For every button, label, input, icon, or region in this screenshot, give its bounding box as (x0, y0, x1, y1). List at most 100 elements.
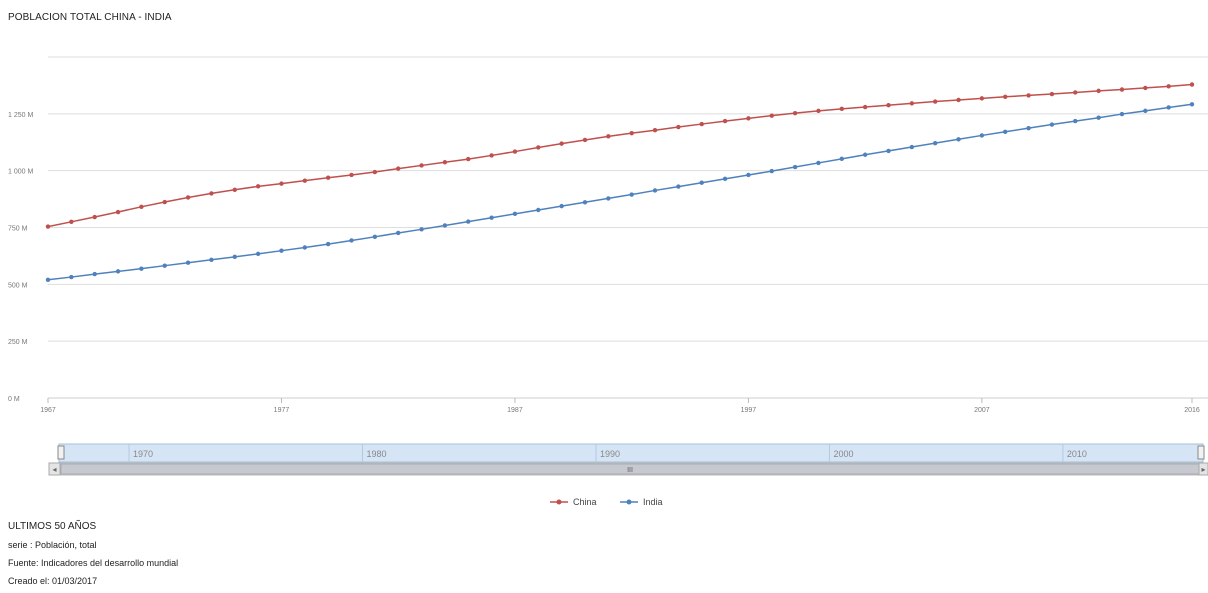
data-point-china[interactable] (909, 101, 915, 106)
data-point-india[interactable] (1143, 108, 1148, 114)
data-point-china[interactable] (979, 96, 985, 101)
data-point-india[interactable] (302, 245, 308, 250)
data-point-india[interactable] (489, 215, 494, 220)
data-point-china[interactable] (1166, 84, 1171, 89)
data-point-china[interactable] (699, 121, 704, 127)
data-point-india[interactable] (536, 207, 541, 213)
data-point-china[interactable] (419, 163, 424, 168)
data-point-india[interactable] (1073, 118, 1078, 124)
data-point-india[interactable] (279, 248, 284, 253)
data-point-india[interactable] (862, 152, 868, 157)
data-point-china[interactable] (139, 204, 144, 210)
data-point-india[interactable] (956, 137, 961, 142)
data-point-china[interactable] (466, 156, 471, 162)
data-point-india[interactable] (979, 133, 985, 138)
data-point-china[interactable] (792, 110, 798, 116)
data-point-china[interactable] (932, 99, 938, 104)
data-point-china[interactable] (652, 128, 658, 133)
data-point-china[interactable] (489, 153, 494, 158)
series-line-china[interactable] (47, 83, 1193, 228)
data-point-india[interactable] (1119, 111, 1125, 117)
data-point-india[interactable] (582, 200, 588, 205)
data-point-china[interactable] (746, 116, 751, 121)
data-point-india[interactable] (419, 227, 424, 232)
data-point-china[interactable] (92, 214, 97, 220)
data-point-india[interactable] (1166, 105, 1171, 110)
data-point-india[interactable] (792, 164, 798, 170)
data-point-india[interactable] (652, 188, 658, 193)
data-point-india[interactable] (909, 144, 915, 150)
data-point-china[interactable] (349, 172, 354, 178)
data-point-china[interactable] (629, 130, 634, 136)
data-point-india[interactable] (1049, 122, 1055, 127)
data-point-china[interactable] (676, 124, 681, 130)
data-point-india[interactable] (185, 260, 191, 265)
data-point-india[interactable] (209, 257, 214, 262)
data-point-india[interactable] (816, 160, 821, 166)
data-point-india[interactable] (232, 254, 237, 260)
data-point-india[interactable] (45, 277, 51, 282)
legend-item-india[interactable]: India (620, 497, 663, 507)
data-point-india[interactable] (512, 211, 518, 217)
data-point-india[interactable] (92, 271, 97, 277)
data-point-china[interactable] (232, 187, 237, 192)
data-point-india[interactable] (466, 219, 471, 224)
data-point-china[interactable] (255, 184, 261, 189)
data-point-china[interactable] (512, 149, 518, 154)
data-point-china[interactable] (1073, 90, 1078, 95)
data-point-china[interactable] (862, 104, 868, 110)
data-point-china[interactable] (1119, 87, 1125, 92)
data-point-china[interactable] (886, 102, 891, 108)
data-point-china[interactable] (396, 166, 401, 171)
data-point-china[interactable] (442, 160, 448, 165)
data-point-china[interactable] (956, 97, 961, 103)
data-point-india[interactable] (349, 238, 354, 243)
data-point-china[interactable] (1096, 88, 1101, 94)
data-point-india[interactable] (1096, 115, 1101, 120)
data-point-china[interactable] (722, 118, 728, 124)
data-point-india[interactable] (1189, 102, 1195, 107)
data-point-china[interactable] (209, 191, 214, 196)
data-point-china[interactable] (279, 181, 284, 186)
data-point-india[interactable] (722, 176, 728, 182)
navigator-right-handle[interactable] (1197, 445, 1205, 460)
data-point-china[interactable] (816, 108, 821, 114)
data-point-india[interactable] (769, 168, 774, 174)
data-point-china[interactable] (1003, 94, 1008, 99)
series-line-india[interactable] (47, 103, 1193, 281)
data-point-india[interactable] (115, 269, 121, 274)
data-point-china[interactable] (69, 219, 74, 225)
data-point-india[interactable] (162, 263, 167, 268)
data-point-china[interactable] (372, 169, 378, 175)
data-point-india[interactable] (1003, 129, 1008, 134)
data-point-india[interactable] (1026, 125, 1031, 131)
data-point-china[interactable] (302, 178, 308, 183)
data-point-china[interactable] (325, 175, 331, 180)
navigator-left-handle[interactable] (57, 445, 65, 460)
data-point-india[interactable] (372, 234, 378, 240)
data-point-india[interactable] (676, 184, 681, 189)
data-point-china[interactable] (1189, 82, 1195, 87)
data-point-india[interactable] (606, 196, 611, 201)
data-point-china[interactable] (839, 106, 844, 112)
data-point-india[interactable] (629, 192, 634, 197)
data-point-india[interactable] (886, 148, 891, 154)
data-point-india[interactable] (839, 156, 844, 162)
range-navigator[interactable]: 1970 1980 1990 2000 2010 III ◂ ▸ (48, 443, 1208, 476)
data-point-india[interactable] (396, 230, 401, 236)
data-point-china[interactable] (559, 141, 564, 146)
scroll-right-button[interactable] (1198, 462, 1208, 476)
data-point-india[interactable] (932, 140, 938, 146)
data-point-india[interactable] (699, 180, 704, 185)
data-point-india[interactable] (325, 241, 331, 247)
data-point-india[interactable] (69, 274, 74, 280)
data-point-india[interactable] (255, 251, 261, 257)
data-point-china[interactable] (162, 199, 167, 205)
scroll-left-button[interactable] (48, 462, 61, 476)
data-point-china[interactable] (606, 134, 611, 139)
data-point-china[interactable] (45, 224, 51, 229)
data-point-china[interactable] (1049, 91, 1055, 97)
data-point-china[interactable] (582, 137, 588, 143)
navigator-track[interactable] (58, 443, 1204, 463)
data-point-china[interactable] (1026, 93, 1031, 98)
